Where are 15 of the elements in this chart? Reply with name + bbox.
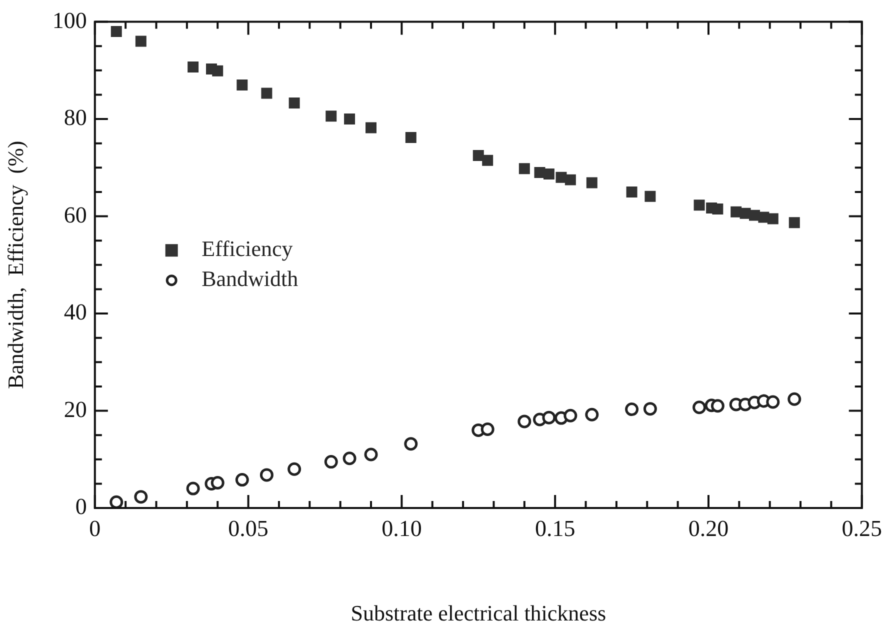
- x-tick-label: 0.20: [688, 516, 729, 541]
- y-tick-label: 80: [64, 105, 87, 130]
- y-tick-label: 0: [75, 494, 87, 520]
- x-tick-label: 0.05: [228, 516, 268, 541]
- y-tick-label: 100: [52, 8, 87, 33]
- y-axis-title: Bandwidth, Efficiency (%): [2, 140, 28, 390]
- x-tick-label: 0.25: [842, 516, 882, 541]
- legend-label: Efficiency: [202, 236, 293, 262]
- y-tick-label: 40: [64, 300, 87, 325]
- legend-label: Bandwidth: [202, 266, 298, 292]
- y-tick-label: 60: [64, 202, 87, 228]
- x-tick-label: 0.15: [534, 516, 576, 541]
- x-tick-label: 0.10: [382, 516, 422, 541]
- x-axis-title: Substrate electrical thickness: [350, 600, 606, 626]
- y-tick-label: 20: [64, 396, 87, 422]
